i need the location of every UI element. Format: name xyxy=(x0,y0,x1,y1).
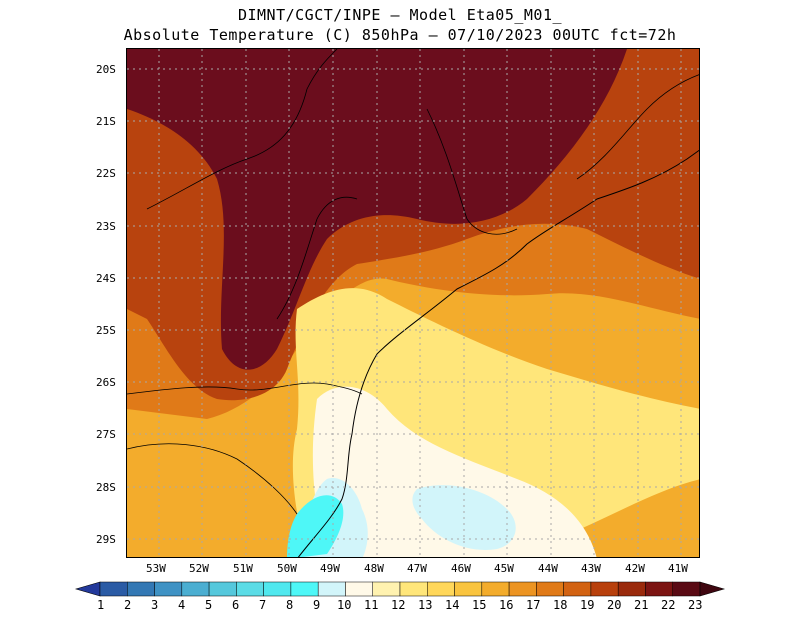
colorbar-arrow-low xyxy=(74,581,101,597)
lat-label: 20S xyxy=(96,63,116,76)
colorbar-swatch xyxy=(427,581,455,597)
colorbar-label: 12 xyxy=(391,598,406,612)
colorbar-label: 1 xyxy=(97,598,105,612)
colorbar-swatch xyxy=(208,581,237,597)
coastline xyxy=(297,149,699,557)
temperature-map xyxy=(126,48,700,558)
lon-label: 41W xyxy=(668,562,688,575)
colorbar-label: 23 xyxy=(688,598,703,612)
state-border xyxy=(146,49,338,210)
state-border xyxy=(276,196,358,320)
lat-label: 24S xyxy=(96,272,116,285)
colorbar-label: 11 xyxy=(364,598,379,612)
lat-label: 27S xyxy=(96,428,116,441)
colorbar-label: 3 xyxy=(151,598,159,612)
colorbar-swatch xyxy=(345,581,373,597)
state-border xyxy=(426,108,518,235)
lon-label: 46W xyxy=(451,562,471,575)
colorbar-label: 16 xyxy=(499,598,514,612)
lat-label: 22S xyxy=(96,167,116,180)
lat-label: 29S xyxy=(96,533,116,546)
colorbar-label: 18 xyxy=(553,598,568,612)
title-line-1: DIMNT/CGCT/INPE – Model Eta05_M01_ xyxy=(237,6,563,24)
map-canvas xyxy=(127,49,699,557)
lon-label: 48W xyxy=(364,562,384,575)
colorbar-label: 8 xyxy=(286,598,294,612)
colorbar-label: 6 xyxy=(232,598,240,612)
colorbar-label: 17 xyxy=(526,598,541,612)
field-cool xyxy=(297,478,516,557)
colorbar-label: 22 xyxy=(661,598,676,612)
colorbar-label: 10 xyxy=(337,598,352,612)
lon-label: 51W xyxy=(233,562,253,575)
lat-label: 23S xyxy=(96,220,116,233)
colorbar xyxy=(74,581,726,597)
field-cyan xyxy=(287,495,344,557)
field-pale xyxy=(312,386,597,557)
lon-label: 42W xyxy=(625,562,645,575)
colorbar-label: 9 xyxy=(313,598,321,612)
colorbar-swatch xyxy=(154,581,183,597)
colorbar-swatch xyxy=(99,581,128,597)
colorbar-label: 5 xyxy=(205,598,213,612)
colorbar-swatch xyxy=(563,581,592,597)
colorbar-label: 4 xyxy=(178,598,186,612)
colorbar-label: 14 xyxy=(445,598,460,612)
colorbar-label: 13 xyxy=(418,598,433,612)
lon-label: 45W xyxy=(494,562,514,575)
colorbar-swatch xyxy=(672,581,701,597)
graticule xyxy=(127,49,699,557)
lon-label: 47W xyxy=(407,562,427,575)
lat-label: 28S xyxy=(96,481,116,494)
colorbar-label: 7 xyxy=(259,598,267,612)
colorbar-label: 19 xyxy=(580,598,595,612)
colorbar-swatch xyxy=(290,581,319,597)
state-border xyxy=(127,382,363,395)
colorbar-label: 20 xyxy=(607,598,622,612)
colorbar-swatch xyxy=(508,581,537,597)
state-border xyxy=(127,443,298,515)
lon-label: 52W xyxy=(189,562,209,575)
colorbar-label: 2 xyxy=(124,598,132,612)
colorbar-swatch xyxy=(317,581,346,597)
colorbar-swatch xyxy=(236,581,264,597)
colorbar-swatch xyxy=(181,581,210,597)
colorbar-swatch xyxy=(399,581,428,597)
colorbar-swatch xyxy=(263,581,292,597)
lon-label: 50W xyxy=(277,562,297,575)
lat-label: 21S xyxy=(96,115,116,128)
colorbar-arrow-high xyxy=(699,581,726,597)
colorbar-label: 15 xyxy=(472,598,487,612)
colorbar-swatch xyxy=(481,581,510,597)
colorbar-swatch xyxy=(590,581,619,597)
colorbar-swatch xyxy=(372,581,401,597)
state-border xyxy=(576,74,699,180)
colorbar-swatch xyxy=(454,581,483,597)
lon-label: 49W xyxy=(320,562,340,575)
field-hot xyxy=(127,49,627,370)
colorbar-swatch xyxy=(536,581,564,597)
lat-label: 25S xyxy=(96,324,116,337)
colorbar-swatch xyxy=(127,581,155,597)
title-line-2: Absolute Temperature (C) 850hPa – 07/10/… xyxy=(123,26,677,44)
colorbar-label: 21 xyxy=(634,598,649,612)
lon-label: 44W xyxy=(538,562,558,575)
lon-label: 43W xyxy=(581,562,601,575)
lon-label: 53W xyxy=(146,562,166,575)
lat-label: 26S xyxy=(96,376,116,389)
colorbar-swatch xyxy=(617,581,646,597)
colorbar-swatch xyxy=(645,581,673,597)
